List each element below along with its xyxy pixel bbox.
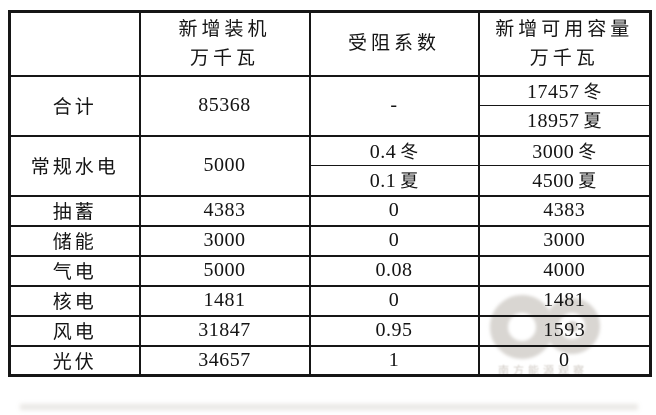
row-label-solar: 光伏 <box>8 344 141 377</box>
bottom-artifact <box>20 404 638 410</box>
cell-total-capacity-winter: 17457 冬 <box>477 74 652 106</box>
table-row-total-summer: 18957 夏 <box>10 105 652 137</box>
header-installed: 新增装机 万千瓦 <box>138 10 311 77</box>
cell-hydro-factor-winter: 0.4 冬 <box>308 134 480 166</box>
cell-total-installed: 85368 <box>138 74 311 137</box>
header-factor: 受阻系数 <box>308 10 480 77</box>
cell-total-capacity-summer: 18957 夏 <box>477 105 652 137</box>
row-label-pumped: 抽蓄 <box>8 194 141 227</box>
table-row-solar: 光伏 34657 1 0 <box>8 344 652 377</box>
cell-gas-installed: 5000 <box>138 254 311 287</box>
row-label-total: 合计 <box>8 74 141 137</box>
cell-nuclear-installed: 1481 <box>138 284 311 317</box>
row-label-gas: 气电 <box>8 254 141 287</box>
cell-storage-capacity: 3000 <box>477 224 652 257</box>
cell-pumped-installed: 4383 <box>138 194 311 227</box>
cell-solar-installed: 34657 <box>138 344 311 377</box>
cell-hydro-capacity-summer: 4500 夏 <box>477 165 652 197</box>
table-row-gas: 气电 5000 0.08 4000 <box>8 254 652 287</box>
cell-storage-factor: 0 <box>308 224 480 257</box>
cell-solar-capacity: 0 <box>477 344 652 377</box>
cell-wind-installed: 31847 <box>138 314 311 347</box>
cell-nuclear-capacity: 1481 <box>477 284 652 317</box>
cell-total-factor: - <box>308 74 480 137</box>
cell-solar-factor: 1 <box>308 344 480 377</box>
table-header-row: 新增装机 万千瓦 受阻系数 新增可用容量 万千瓦 <box>8 10 652 77</box>
cell-pumped-capacity: 4383 <box>477 194 652 227</box>
table-row-storage: 储能 3000 0 3000 <box>8 224 652 257</box>
row-label-wind: 风电 <box>8 314 141 347</box>
table-row-pumped: 抽蓄 4383 0 4383 <box>8 194 652 227</box>
table-row-wind: 风电 31847 0.95 1593 <box>8 314 652 347</box>
cell-hydro-factor-summer: 0.1 夏 <box>308 165 480 197</box>
table-row-nuclear: 核电 1481 0 1481 <box>8 284 652 317</box>
table-row-hydro: 常规水电 5000 0.4 冬 3000 冬 <box>8 134 652 197</box>
row-label-hydro: 常规水电 <box>8 134 141 197</box>
cell-nuclear-factor: 0 <box>308 284 480 317</box>
capacity-table: 新增装机 万千瓦 受阻系数 新增可用容量 万千瓦 合计 85368 - 1745… <box>8 10 652 377</box>
header-corner-cell <box>8 10 141 77</box>
cell-gas-factor: 0.08 <box>308 254 480 287</box>
table-row-total: 合计 85368 - 17457 冬 <box>8 74 652 137</box>
cell-wind-capacity: 1593 <box>477 314 652 347</box>
row-label-nuclear: 核电 <box>8 284 141 317</box>
row-label-storage: 储能 <box>8 224 141 257</box>
cell-gas-capacity: 4000 <box>477 254 652 287</box>
cell-pumped-factor: 0 <box>308 194 480 227</box>
table-row-hydro-summer: 0.1 夏 4500 夏 <box>10 165 652 197</box>
cell-wind-factor: 0.95 <box>308 314 480 347</box>
cell-hydro-installed: 5000 <box>138 134 311 197</box>
header-capacity: 新增可用容量 万千瓦 <box>477 10 652 77</box>
cell-storage-installed: 3000 <box>138 224 311 257</box>
cell-hydro-capacity-winter: 3000 冬 <box>477 134 652 166</box>
